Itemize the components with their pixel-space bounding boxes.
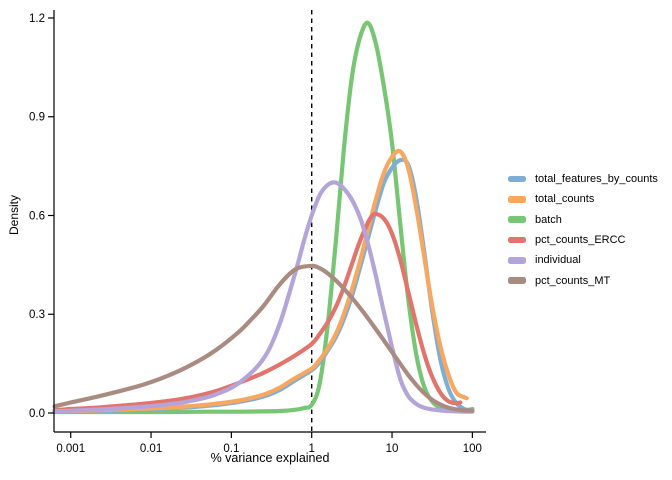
legend-label: individual [535,254,581,267]
y-tick-label: 0.9 [29,112,45,124]
legend-label: pct_counts_MT [535,274,611,287]
x-tick-label: 0.01 [140,443,162,455]
x-tick-label: 1 [308,443,314,455]
legend-item-pct_counts_ERCC: pct_counts_ERCC [508,230,658,250]
legend-swatch-pct_counts_ERCC [508,236,526,244]
legend-item-pct_counts_MT: pct_counts_MT [508,270,658,290]
curve-pct_counts_MT [52,263,475,413]
legend-swatch-total_features_by_counts [508,175,526,183]
x-tick-label: 0.1 [223,443,239,455]
legend-swatch-individual [508,257,526,264]
legend-swatch-pct_counts_MT [508,277,526,284]
legend-swatch-batch [508,216,526,223]
legend-label: pct_counts_ERCC [535,234,626,247]
legend-swatch-total_counts [508,196,526,203]
x-tick-label: 10 [386,443,399,455]
legend-item-total_counts: total_counts [508,189,658,209]
legend-label: total_features_by_counts [535,173,658,186]
x-tick-label: 0.001 [56,443,85,455]
legend-label: total_counts [535,193,595,206]
y-tick-label: 0.6 [29,210,45,222]
y-axis-title: Density [7,194,21,236]
curve-batch [52,20,475,415]
y-tick-label: 0.0 [29,408,45,420]
legend-label: batch [535,213,562,226]
legend-item-individual: individual [508,250,658,270]
curve-total_counts [52,148,469,414]
x-tick-label: 100 [463,443,482,455]
x-axis-title: % variance explained [210,451,330,465]
y-tick-label: 1.2 [29,13,45,25]
y-tick-label: 0.3 [29,309,45,321]
curve-individual [52,180,475,414]
legend-item-total_features_by_counts: total_features_by_counts [508,169,658,189]
legend-item-batch: batch [508,210,658,230]
